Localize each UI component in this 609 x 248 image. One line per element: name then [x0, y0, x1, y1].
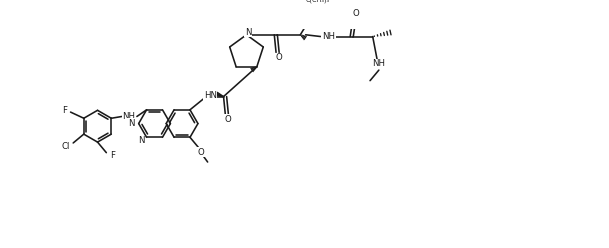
Text: N: N	[245, 28, 252, 37]
Text: HN: HN	[204, 91, 217, 100]
Text: O: O	[225, 115, 231, 124]
Text: N: N	[138, 136, 145, 145]
Text: N: N	[128, 119, 134, 128]
Text: C(CH₃)₃: C(CH₃)₃	[306, 0, 330, 3]
Text: F: F	[62, 106, 67, 115]
Text: O: O	[276, 53, 283, 62]
Text: NH: NH	[122, 112, 135, 121]
Text: NH: NH	[322, 32, 335, 41]
Text: NH: NH	[372, 60, 385, 68]
Polygon shape	[216, 92, 224, 96]
Text: Cl: Cl	[62, 142, 69, 151]
Text: F: F	[110, 151, 115, 160]
Text: O: O	[197, 148, 204, 157]
Text: O: O	[353, 9, 359, 18]
